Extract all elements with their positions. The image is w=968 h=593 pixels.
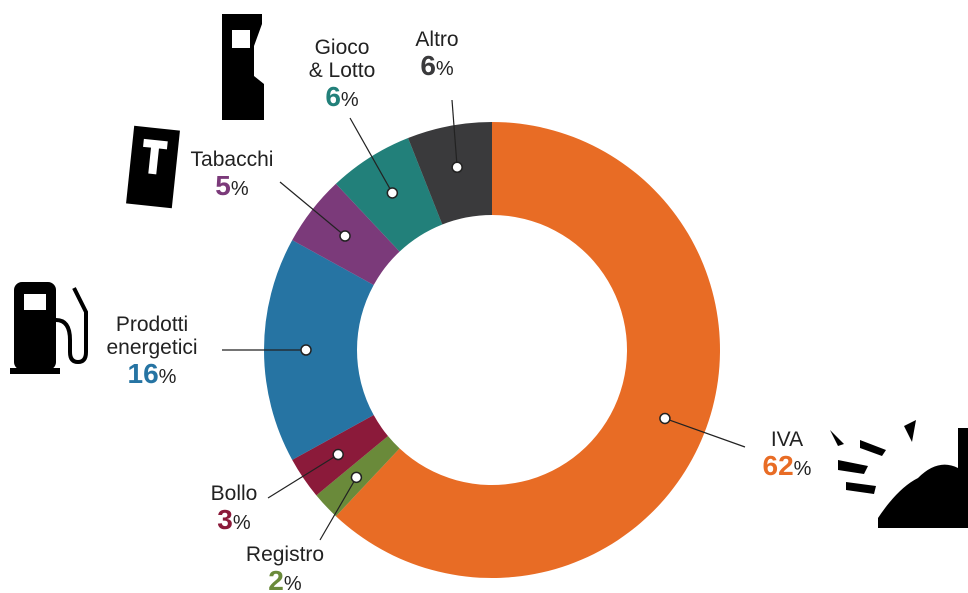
money-icon bbox=[830, 420, 916, 494]
tobacco-t bbox=[143, 138, 168, 175]
slice-label: IVA 62% bbox=[763, 428, 812, 484]
slice bbox=[335, 122, 720, 578]
value-unit: % bbox=[230, 178, 249, 200]
slice-label: Tabacchi 5% bbox=[191, 148, 274, 204]
slice-value: 5% bbox=[191, 171, 274, 204]
arcade-icon bbox=[222, 14, 264, 120]
slice-label: Altro 6% bbox=[415, 28, 458, 84]
slice-value: 16% bbox=[106, 359, 197, 392]
value-unit: % bbox=[158, 366, 177, 388]
slice bbox=[264, 240, 374, 460]
leader-dot bbox=[386, 187, 399, 199]
leader-line bbox=[267, 454, 339, 499]
value-unit: % bbox=[793, 458, 812, 480]
value-number: 6 bbox=[325, 81, 341, 112]
slice-name: Registro bbox=[245, 543, 325, 566]
value-number: 6 bbox=[420, 50, 436, 81]
leader-dot bbox=[300, 344, 312, 356]
slice-value: 3% bbox=[211, 505, 258, 538]
slice-name: IVA bbox=[770, 428, 804, 451]
leader-line bbox=[319, 477, 357, 541]
icons bbox=[10, 14, 968, 528]
slice-label: Bollo 3% bbox=[211, 482, 258, 538]
value-number: 3 bbox=[217, 504, 233, 535]
leader-dot bbox=[659, 412, 671, 425]
slice-label: Registro 2% bbox=[246, 543, 324, 593]
fuel-pump-window bbox=[24, 294, 46, 310]
slice-name: Prodotti energetici bbox=[106, 313, 198, 359]
value-number: 2 bbox=[268, 565, 284, 593]
slice-value: 6% bbox=[415, 51, 458, 84]
slice-name: Tabacchi bbox=[190, 148, 274, 171]
leader-dot bbox=[350, 471, 363, 484]
slice-value: 6% bbox=[309, 82, 376, 115]
slice-label: Prodotti energetici 16% bbox=[106, 313, 197, 392]
leader-line bbox=[664, 417, 746, 448]
leader-line bbox=[279, 181, 346, 237]
slice-label: Gioco & Lotto 6% bbox=[309, 36, 376, 115]
register-icon bbox=[878, 428, 968, 528]
value-number: 62 bbox=[762, 450, 794, 481]
slice-name: Altro bbox=[415, 28, 459, 51]
slice-name: Gioco & Lotto bbox=[308, 36, 376, 82]
value-unit: % bbox=[232, 512, 251, 534]
leader-line bbox=[349, 117, 393, 194]
slice-value: 2% bbox=[246, 566, 324, 593]
value-number: 5 bbox=[215, 170, 231, 201]
fuel-hose bbox=[55, 287, 88, 365]
value-unit: % bbox=[340, 89, 359, 111]
arcade-screen bbox=[232, 30, 250, 48]
value-unit: % bbox=[435, 58, 454, 80]
leader-dot bbox=[332, 448, 344, 461]
fuel-pump-base bbox=[10, 368, 60, 374]
slice-value: 62% bbox=[763, 451, 812, 484]
leader-dot bbox=[451, 161, 463, 174]
slice-name: Bollo bbox=[210, 482, 258, 505]
leader-line bbox=[451, 99, 458, 168]
slice bbox=[408, 122, 492, 225]
leader-dot bbox=[339, 230, 351, 242]
value-unit: % bbox=[283, 573, 302, 593]
value-number: 16 bbox=[127, 358, 159, 389]
